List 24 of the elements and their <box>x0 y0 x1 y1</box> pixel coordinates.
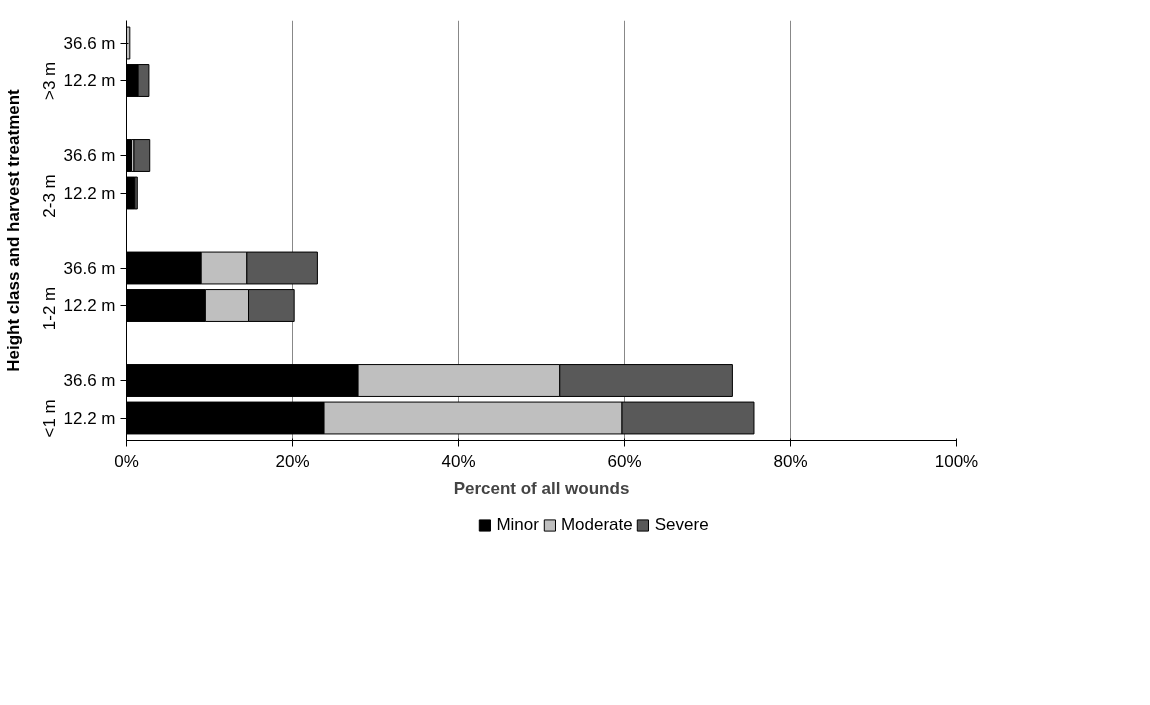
x-tick-label: 20% <box>275 451 310 471</box>
text: 2-3 m <box>40 174 59 218</box>
y-tick-label: 36.6 m <box>63 146 116 165</box>
x-tick-label: 40% <box>441 451 476 471</box>
legend-label: Severe <box>654 515 709 535</box>
x-tick-label: 100% <box>934 451 979 471</box>
text: >3 m <box>40 61 59 101</box>
x-axis-title: Percent of all wounds <box>453 478 630 498</box>
text: 1-2 m <box>40 286 59 331</box>
y-tick-label: 36.6 m <box>63 258 116 278</box>
y-tick-label: 12.2 m <box>63 71 116 90</box>
x-tick-label: 80% <box>773 451 808 471</box>
bar <box>133 139 151 172</box>
legend-label: Minor <box>496 515 539 535</box>
legend-label: Moderate <box>560 515 633 535</box>
y-tick-label: 36.6 m <box>63 33 116 53</box>
y-tick-label: 36.6 m <box>63 371 116 390</box>
x-tick-label: 60% <box>607 451 642 471</box>
text: <1 m <box>40 399 59 438</box>
y-tick-label: 12.2 m <box>63 296 116 315</box>
x-tick-label: 0% <box>114 451 139 471</box>
y-axis-title: Height class and harvest treatment <box>3 88 23 372</box>
y-tick-label: 12.2 m <box>63 408 116 428</box>
y-tick-label: 12.2 m <box>63 183 116 203</box>
